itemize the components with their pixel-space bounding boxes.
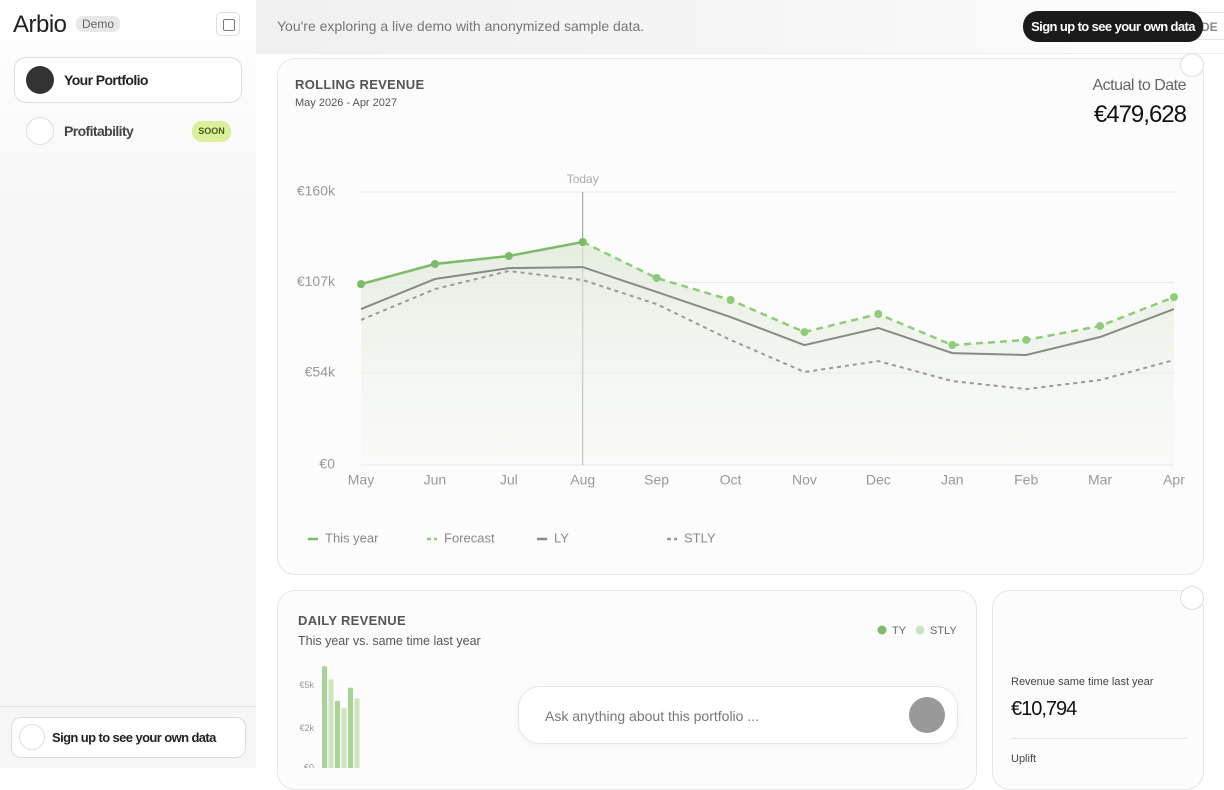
user-icon: [19, 724, 45, 750]
nav-item[interactable]: Profitability: [14, 111, 242, 151]
point: [874, 309, 883, 318]
collapse-button[interactable]: [216, 12, 240, 36]
nav-label: Profitability: [64, 123, 134, 139]
signup-label: Sign up to see your own data: [52, 730, 216, 745]
series-line: [360, 266, 1175, 356]
collapse-icon: [223, 19, 235, 31]
series-line: [360, 240, 583, 286]
point: [652, 273, 661, 282]
legend-label: LY: [554, 530, 569, 545]
comment-button[interactable]: [1180, 53, 1204, 77]
signup-button[interactable]: Sign up to see your own data: [11, 717, 246, 758]
y-tick-label: €0: [319, 456, 335, 472]
charts: €0 €54k €107k €160k May Jun Jul Aug Sep Oct Nov Dec…: [297, 172, 1185, 768]
legend-label: Forecast: [444, 530, 495, 545]
uplift-label: Uplift: [1011, 753, 1037, 765]
point: [726, 296, 735, 305]
logo[interactable]: Arbio: [13, 11, 67, 38]
bar: [328, 679, 334, 768]
card-title: DAILY REVENUE: [298, 613, 406, 628]
y-tick-label: €107k: [297, 273, 336, 289]
x-tick-label: Jan: [941, 472, 964, 488]
point: [578, 237, 587, 246]
legend-swatch: [877, 625, 887, 635]
banner-text: You're exploring a live demo with anonym…: [277, 18, 645, 34]
point: [357, 280, 365, 289]
chat-input[interactable]: Ask anything about this portfolio ...: [518, 686, 958, 744]
divider: [0, 706, 256, 707]
card-subtitle: This year vs. same time last year: [298, 634, 481, 648]
send-button[interactable]: [909, 697, 945, 733]
divider: [1011, 738, 1187, 739]
bar: [348, 687, 353, 768]
x-tick-label: Apr: [1163, 472, 1185, 488]
y-tick-label: €2k: [299, 723, 314, 733]
kpi-value: €479,628: [1093, 101, 1187, 128]
y-tick-label: €0: [304, 762, 314, 768]
legend-label: STLY: [684, 530, 716, 545]
x-tick-label: May: [348, 472, 374, 488]
demo-banner: You're exploring a live demo with anonym…: [256, 0, 1224, 54]
x-tick-label: Nov: [792, 472, 817, 488]
lang-option[interactable]: DE: [1201, 20, 1218, 34]
kpi-label: Revenue same time last year: [1011, 676, 1154, 688]
x-tick-label: Sep: [644, 472, 669, 488]
area: [582, 241, 1174, 465]
soon-badge: SOON: [192, 121, 231, 142]
card-subtitle: May 2026 - Apr 2027: [295, 97, 398, 109]
chat-placeholder: Ask anything about this portfolio ...: [545, 708, 760, 724]
point: [504, 251, 513, 260]
y-tick-label: €5k: [299, 680, 314, 690]
profit-icon: [26, 117, 54, 145]
bar: [322, 666, 327, 768]
x-tick-label: Jun: [424, 472, 447, 488]
x-tick-label: Feb: [1014, 472, 1038, 488]
x-tick-label: Dec: [866, 472, 891, 488]
demo-badge: Demo: [76, 16, 121, 32]
x-tick-label: Jul: [500, 472, 518, 488]
kpi-label: Actual to Date: [1092, 77, 1187, 94]
bar: [341, 708, 347, 768]
sidebar: Arbio Demo Your Portfolio Profitability …: [0, 0, 256, 768]
x-tick-label: Aug: [570, 472, 595, 488]
y-tick-label: €54k: [305, 364, 336, 380]
legend-swatch: [915, 625, 925, 635]
signup-button[interactable]: Sign up to see your own data: [1023, 11, 1203, 42]
portfolio-icon: [26, 66, 54, 94]
legend-label: This year: [325, 530, 379, 545]
card-title: ROLLING REVENUE: [295, 77, 425, 92]
bar: [335, 700, 340, 768]
today-label: Today: [567, 172, 599, 186]
comment-button[interactable]: [1180, 586, 1204, 610]
point: [800, 328, 809, 337]
point: [948, 341, 957, 350]
x-tick-label: Oct: [720, 472, 742, 488]
bar: [354, 698, 360, 768]
nav-label: Your Portfolio: [64, 72, 148, 88]
y-tick-label: €160k: [297, 183, 336, 199]
nav-item[interactable]: Your Portfolio: [14, 57, 242, 103]
point: [1096, 321, 1105, 330]
point: [1022, 335, 1031, 344]
comparison-card: Revenue same time last year €10,794 Upli…: [992, 590, 1204, 790]
kpi-value: €10,794: [1011, 698, 1077, 720]
point: [430, 260, 439, 269]
legend-label: STLY: [930, 625, 957, 637]
x-tick-label: Mar: [1088, 472, 1112, 488]
legend-label: TY: [892, 625, 907, 637]
point: [1170, 293, 1178, 302]
